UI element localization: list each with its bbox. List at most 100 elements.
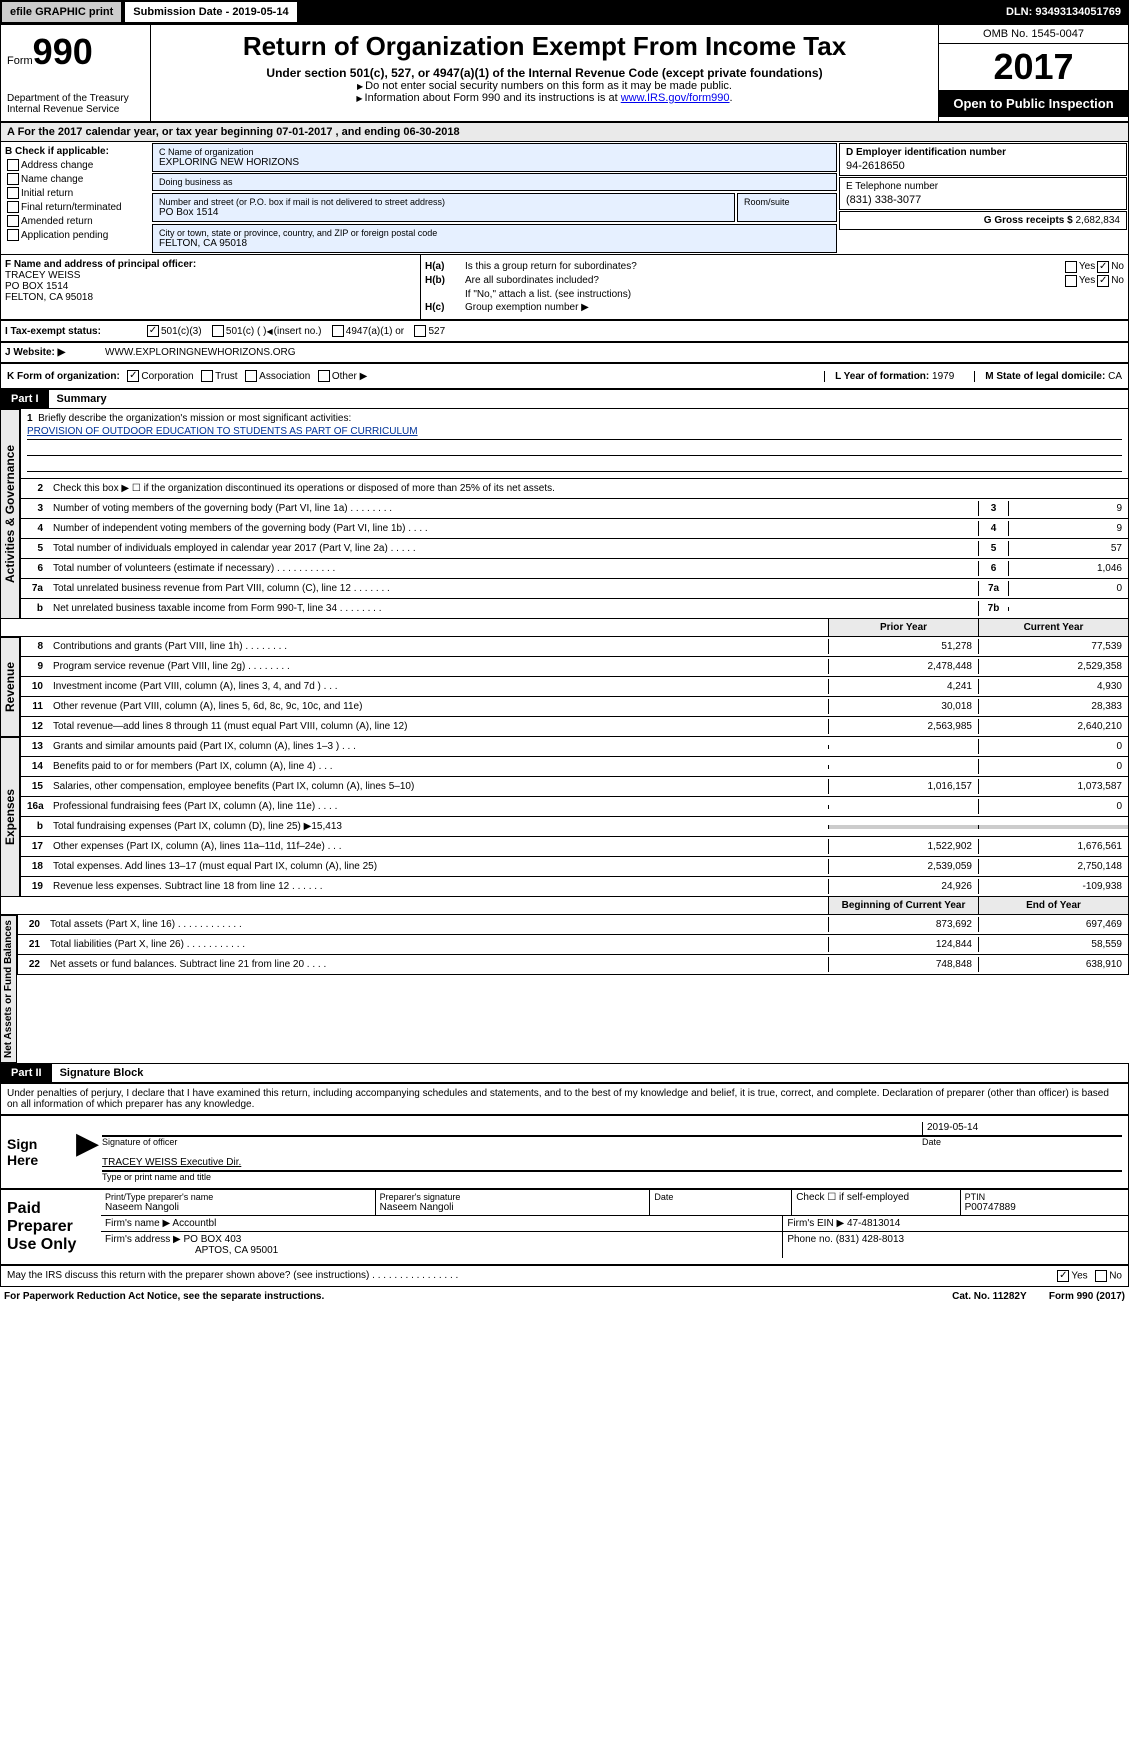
hb-note: If "No," attach a list. (see instruction… — [465, 289, 1124, 300]
revenue-section: Revenue 8Contributions and grants (Part … — [0, 637, 1129, 737]
k-trust-cb[interactable] — [201, 370, 213, 382]
line-22: 22Net assets or fund balances. Subtract … — [17, 955, 1129, 975]
j-lbl: J Website: ▶ — [5, 347, 105, 358]
b-item-3: Final return/terminated — [5, 201, 147, 213]
paid-prep-lbl: Paid Preparer Use Only — [1, 1190, 101, 1264]
f-lbl: F Name and address of principal officer: — [5, 259, 416, 270]
b-cb-1[interactable] — [7, 173, 19, 185]
b-cb-3[interactable] — [7, 201, 19, 213]
line1-lbl: Briefly describe the organization's miss… — [38, 413, 351, 424]
line-18: 18Total expenses. Add lines 13–17 (must … — [20, 857, 1129, 877]
dba-lbl: Doing business as — [159, 177, 830, 187]
i-4947-cb[interactable] — [332, 325, 344, 337]
row-k: K Form of organization: ✓Corporation Tru… — [0, 363, 1129, 389]
hc-lbl: H(c) — [425, 302, 465, 313]
hb-txt: Are all subordinates included? — [465, 275, 1063, 287]
ha-lbl: H(a) — [425, 261, 465, 273]
vert-activities: Activities & Governance — [0, 409, 20, 619]
vert-netassets: Net Assets or Fund Balances — [0, 915, 17, 1063]
prep-name-lbl: Print/Type preparer's name — [105, 1192, 371, 1202]
tax-year: 2017 — [939, 44, 1128, 90]
preparer-row: Paid Preparer Use Only Print/Type prepar… — [0, 1189, 1129, 1265]
b-title: B Check if applicable: — [5, 146, 147, 157]
line2: 2Check this box ▶ ☐ if the organization … — [20, 479, 1129, 499]
efile-btn[interactable]: efile GRAPHIC print — [2, 2, 123, 22]
k-lbl: K Form of organization: — [7, 371, 120, 382]
discuss-yes-cb[interactable]: ✓ — [1057, 1270, 1069, 1282]
i-501c-cb[interactable] — [212, 325, 224, 337]
i-501c3: 501(c)(3) — [161, 326, 202, 337]
b-cb-0[interactable] — [7, 159, 19, 171]
form-ref: Form 990 (2017) — [1049, 1291, 1125, 1302]
irs-link[interactable]: www.IRS.gov/form990 — [621, 92, 730, 104]
mission-blank1 — [27, 442, 1122, 456]
prep-name: Naseem Nangoli — [105, 1202, 371, 1213]
city-lbl: City or town, state or province, country… — [159, 228, 830, 238]
date-lbl: Date — [922, 1136, 1122, 1147]
yes: Yes — [1079, 261, 1095, 273]
prep-sig-lbl: Preparer's signature — [380, 1192, 646, 1202]
name-lbl: C Name of organization — [159, 147, 830, 157]
k-other-cb[interactable] — [318, 370, 330, 382]
ein-box: D Employer identification number 94-2618… — [839, 143, 1127, 176]
discuss-no-cb[interactable] — [1095, 1270, 1107, 1282]
prior-hdr: Prior Year — [828, 619, 978, 636]
hb-yes-cb[interactable] — [1065, 275, 1077, 287]
line-9: 9Program service revenue (Part VIII, lin… — [20, 657, 1129, 677]
dln: DLN: 93493134051769 — [998, 2, 1129, 22]
i-501c3-cb[interactable]: ✓ — [147, 325, 159, 337]
expenses-section: Expenses 13Grants and similar amounts pa… — [0, 737, 1129, 897]
k-assoc-cb[interactable] — [245, 370, 257, 382]
omb-number: OMB No. 1545-0047 — [939, 25, 1128, 44]
prep-date-lbl: Date — [654, 1192, 787, 1202]
line-11: 11Other revenue (Part VIII, column (A), … — [20, 697, 1129, 717]
line-4: 4Number of independent voting members of… — [20, 519, 1129, 539]
b-cb-5[interactable] — [7, 229, 19, 241]
sign-date: 2019-05-14 — [922, 1122, 1122, 1135]
col-h: H(a) Is this a group return for subordin… — [421, 255, 1128, 319]
prior-curr-hdr: Prior Year Current Year — [0, 619, 1129, 637]
hc-txt: Group exemption number ▶ — [465, 302, 1124, 313]
city: FELTON, CA 95018 — [159, 238, 830, 249]
ha-yes-cb[interactable] — [1065, 261, 1077, 273]
vert-revenue: Revenue — [0, 637, 20, 737]
line-10: 10Investment income (Part VIII, column (… — [20, 677, 1129, 697]
addr: PO Box 1514 — [159, 207, 728, 218]
i-527-cb[interactable] — [414, 325, 426, 337]
i-4947: 4947(a)(1) or — [346, 326, 404, 337]
row-j: J Website: ▶ WWW.EXPLORINGNEWHORIZONS.OR… — [0, 342, 1129, 363]
header-center: Return of Organization Exempt From Incom… — [151, 25, 938, 121]
k-trust: Trust — [215, 371, 237, 382]
declaration: Under penalties of perjury, I declare th… — [0, 1083, 1129, 1115]
sign-here-row: Sign Here ▶ 2019-05-14 Signature of offi… — [0, 1115, 1129, 1189]
tel-lbl: E Telephone number — [846, 181, 1120, 192]
tel: (831) 338-3077 — [846, 194, 1120, 206]
b-item-2: Initial return — [5, 187, 147, 199]
gross-box: G Gross receipts $ 2,682,834 — [839, 211, 1127, 230]
b-cb-4[interactable] — [7, 215, 19, 227]
line-3: 3Number of voting members of the governi… — [20, 499, 1129, 519]
form-label: Form — [7, 55, 33, 67]
line-14: 14Benefits paid to or for members (Part … — [20, 757, 1129, 777]
hb-no-cb[interactable]: ✓ — [1097, 275, 1109, 287]
line-b: bTotal fundraising expenses (Part IX, co… — [20, 817, 1129, 837]
footer: For Paperwork Reduction Act Notice, see … — [0, 1287, 1129, 1306]
firm-addr2: APTOS, CA 95001 — [195, 1245, 278, 1256]
dept: Department of the Treasury Internal Reve… — [7, 93, 144, 115]
discuss-no: No — [1109, 1271, 1122, 1282]
ha-no-cb[interactable]: ✓ — [1097, 261, 1109, 273]
beg-hdr: Beginning of Current Year — [828, 897, 978, 914]
col-b: B Check if applicable: Address change Na… — [1, 142, 151, 254]
line2-txt: Check this box ▶ ☐ if the organization d… — [49, 481, 1128, 496]
k-corp-cb[interactable]: ✓ — [127, 370, 139, 382]
m-val: CA — [1108, 371, 1122, 382]
part2-hdr: Part II — [1, 1064, 52, 1082]
b-cb-2[interactable] — [7, 187, 19, 199]
tel-box: E Telephone number (831) 338-3077 — [839, 177, 1127, 210]
form-title: Return of Organization Exempt From Incom… — [157, 31, 932, 62]
line-7a: 7aTotal unrelated business revenue from … — [20, 579, 1129, 599]
row-i: I Tax-exempt status: ✓501(c)(3) 501(c) (… — [0, 320, 1129, 342]
hb-lbl: H(b) — [425, 275, 465, 287]
beg-end-hdr: Beginning of Current Year End of Year — [0, 897, 1129, 915]
cat-no: Cat. No. 11282Y — [952, 1291, 1026, 1302]
